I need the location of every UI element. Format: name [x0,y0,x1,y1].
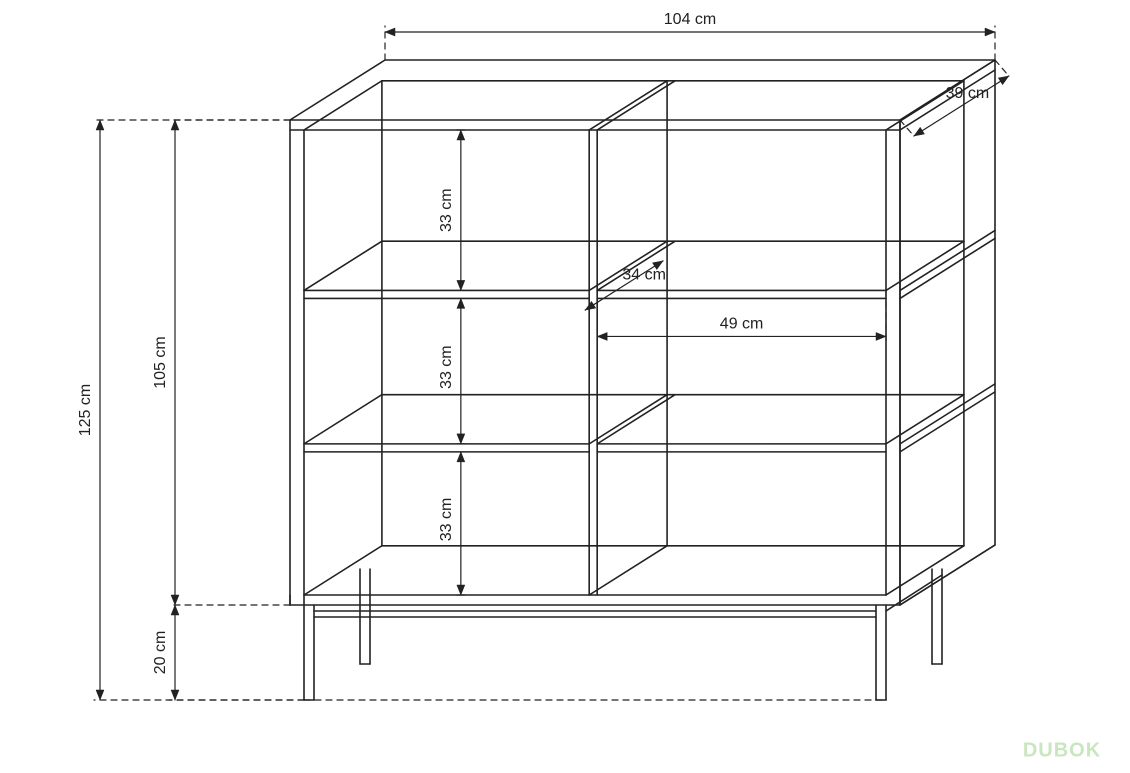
svg-text:DUBOK: DUBOK [1023,739,1101,761]
dim-total-h: 125 cm [77,384,94,436]
dim-shelf-1: 33 cm [438,188,455,232]
dim-shelf-3: 33 cm [438,498,455,542]
dim-leg-h: 20 cm [152,631,169,675]
dim-shelf-2: 33 cm [438,345,455,389]
dim-depth-top: 39 cm [946,85,990,102]
dim-inner-width: 49 cm [720,316,764,333]
dim-inner-depth: 34 cm [622,267,666,284]
dim-width-top: 104 cm [664,11,716,28]
dim-body-h: 105 cm [152,336,169,388]
